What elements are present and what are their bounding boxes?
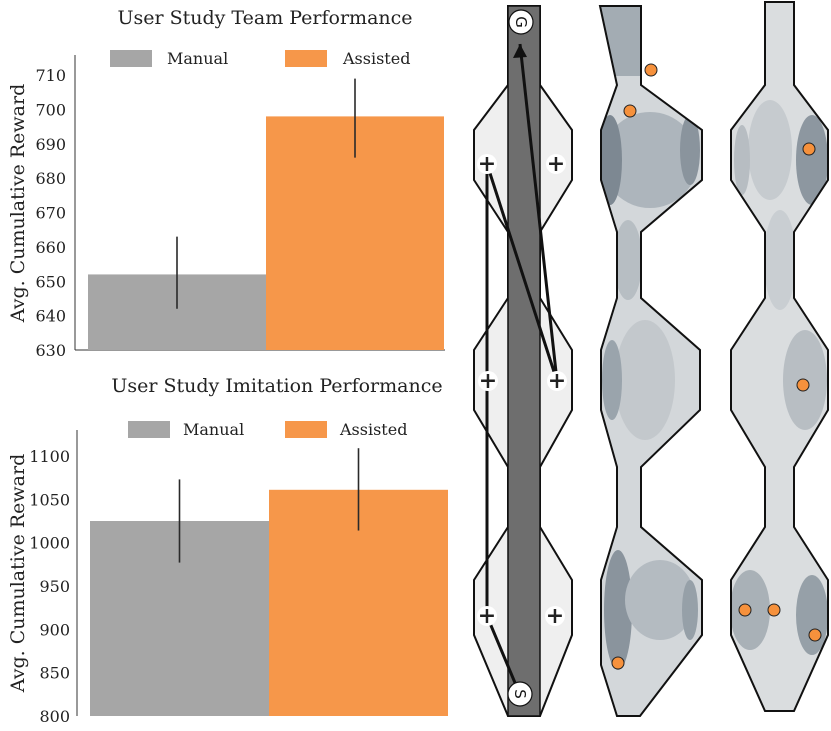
team-legend-manual-swatch	[110, 50, 152, 67]
team-chart-title: User Study Team Performance	[117, 7, 412, 29]
plus-marker: +	[478, 368, 498, 394]
bottom-ytick-label: 850	[39, 664, 70, 683]
team-performance-chart: User Study Team Performance Manual Assis…	[7, 7, 445, 360]
team-legend-assisted-label: Assisted	[342, 49, 410, 68]
start-marker: S	[507, 681, 533, 707]
top-ytick-label: 630	[35, 341, 66, 360]
assisted-heatmap-map	[730, 1, 829, 712]
heat-blob	[604, 550, 632, 670]
top-ytick-label: 690	[35, 135, 66, 154]
trajectory-point	[644, 63, 658, 77]
heat-blob	[748, 100, 792, 200]
imitation-legend-manual-swatch	[128, 421, 170, 438]
svg-text:+: +	[478, 151, 496, 177]
svg-text:+: +	[547, 151, 565, 177]
trajectory-point	[738, 603, 752, 617]
plus-marker: +	[545, 603, 565, 629]
trajectory-point	[767, 603, 781, 617]
plus-marker: +	[477, 603, 497, 629]
goal-marker: G	[508, 9, 534, 35]
imitation-legend-assisted-label: Assisted	[339, 420, 407, 439]
bottom-ytick-label: 1050	[29, 490, 70, 509]
svg-text:+: +	[479, 368, 497, 394]
bottom-ytick-label: 900	[39, 620, 70, 639]
bottom-ytick-label: 800	[39, 707, 70, 726]
imitation-chart-title: User Study Imitation Performance	[111, 375, 442, 397]
trajectory-point	[611, 656, 625, 670]
plus-marker: +	[547, 368, 567, 394]
task-layout-map: + + + + + + G S	[473, 5, 573, 717]
imitation-legend-assisted-swatch	[285, 421, 327, 438]
heat-blob	[796, 115, 828, 205]
trajectory-point	[623, 104, 637, 118]
svg-text:+: +	[546, 603, 564, 629]
task-map-dark-lane	[507, 5, 541, 717]
top-ytick-label: 710	[35, 66, 66, 85]
heat-blob	[602, 340, 622, 420]
bottom-ytick-label: 1000	[29, 534, 70, 553]
heat-blob	[614, 220, 642, 300]
trajectory-point	[802, 142, 816, 156]
trajectory-arrowhead-icon	[513, 44, 527, 58]
bottom-ytick-label: 950	[39, 577, 70, 596]
heat-blob	[600, 115, 622, 205]
top-ytick-label: 700	[35, 101, 66, 120]
team-legend-assisted-swatch	[285, 50, 327, 67]
heat-blob	[682, 580, 698, 640]
svg-text:+: +	[548, 368, 566, 394]
manual-heatmap-outline	[598, 5, 703, 717]
heat-blob	[615, 320, 675, 440]
team-legend-manual-label: Manual	[167, 49, 228, 68]
imitation-y-label: Avg. Cumulative Reward	[7, 454, 29, 693]
manual-heatmap-map	[598, 5, 703, 717]
top-ytick-label: 640	[35, 307, 66, 326]
heat-blob	[602, 112, 698, 208]
heat-blob	[734, 125, 750, 195]
heat-blob	[680, 115, 700, 185]
heat-blob	[600, 6, 646, 76]
heat-blob	[796, 575, 828, 655]
top-ytick-label: 650	[35, 272, 66, 291]
trajectory-point	[808, 628, 822, 642]
imitation-performance-chart: User Study Imitation Performance Manual …	[7, 375, 448, 726]
heat-blob	[625, 560, 695, 640]
team-y-label: Avg. Cumulative Reward	[7, 84, 29, 323]
heat-blob	[764, 210, 796, 310]
imitation-legend-manual-label: Manual	[183, 420, 244, 439]
top-ytick-label: 660	[35, 238, 66, 257]
top-ytick-label: 680	[35, 169, 66, 188]
bottom-ytick-label: 1100	[29, 447, 70, 466]
plus-marker: +	[546, 151, 566, 177]
assisted-heatmap-outline	[730, 1, 829, 712]
start-label: S	[511, 689, 529, 699]
svg-text:+: +	[478, 603, 496, 629]
trajectory-point	[796, 378, 810, 392]
top-ytick-label: 670	[35, 204, 66, 223]
goal-label: G	[512, 16, 530, 28]
plus-marker: +	[477, 151, 497, 177]
